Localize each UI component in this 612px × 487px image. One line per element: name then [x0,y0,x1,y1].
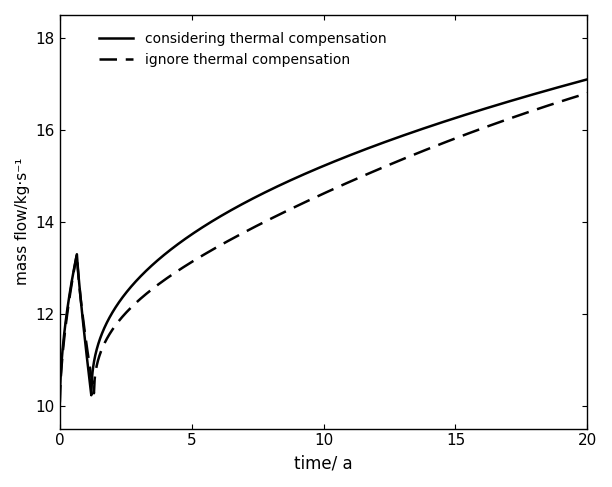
ignore thermal compensation [258,220,266,226]
considering thermal compensation [56,398,64,404]
considering thermal compensation [573,79,581,85]
considering thermal compensation [517,95,524,101]
Y-axis label: mass flow/kg·s⁻¹: mass flow/kg·s⁻¹ [15,158,30,285]
Line: considering thermal compensation: considering thermal compensation [60,79,588,401]
considering thermal compensation [282,180,289,186]
considering thermal compensation [584,76,591,82]
ignore thermal compensation [116,317,124,322]
ignore thermal compensation [147,287,155,293]
ignore thermal compensation [517,112,524,118]
ignore thermal compensation [573,94,581,99]
Legend: considering thermal compensation, ignore thermal compensation: considering thermal compensation, ignore… [93,26,392,72]
ignore thermal compensation [282,209,289,215]
ignore thermal compensation [56,399,64,405]
ignore thermal compensation [584,90,591,96]
Line: ignore thermal compensation: ignore thermal compensation [60,93,588,402]
considering thermal compensation [147,263,155,269]
considering thermal compensation [258,191,266,197]
considering thermal compensation [116,298,124,304]
X-axis label: time/ a: time/ a [294,454,353,472]
